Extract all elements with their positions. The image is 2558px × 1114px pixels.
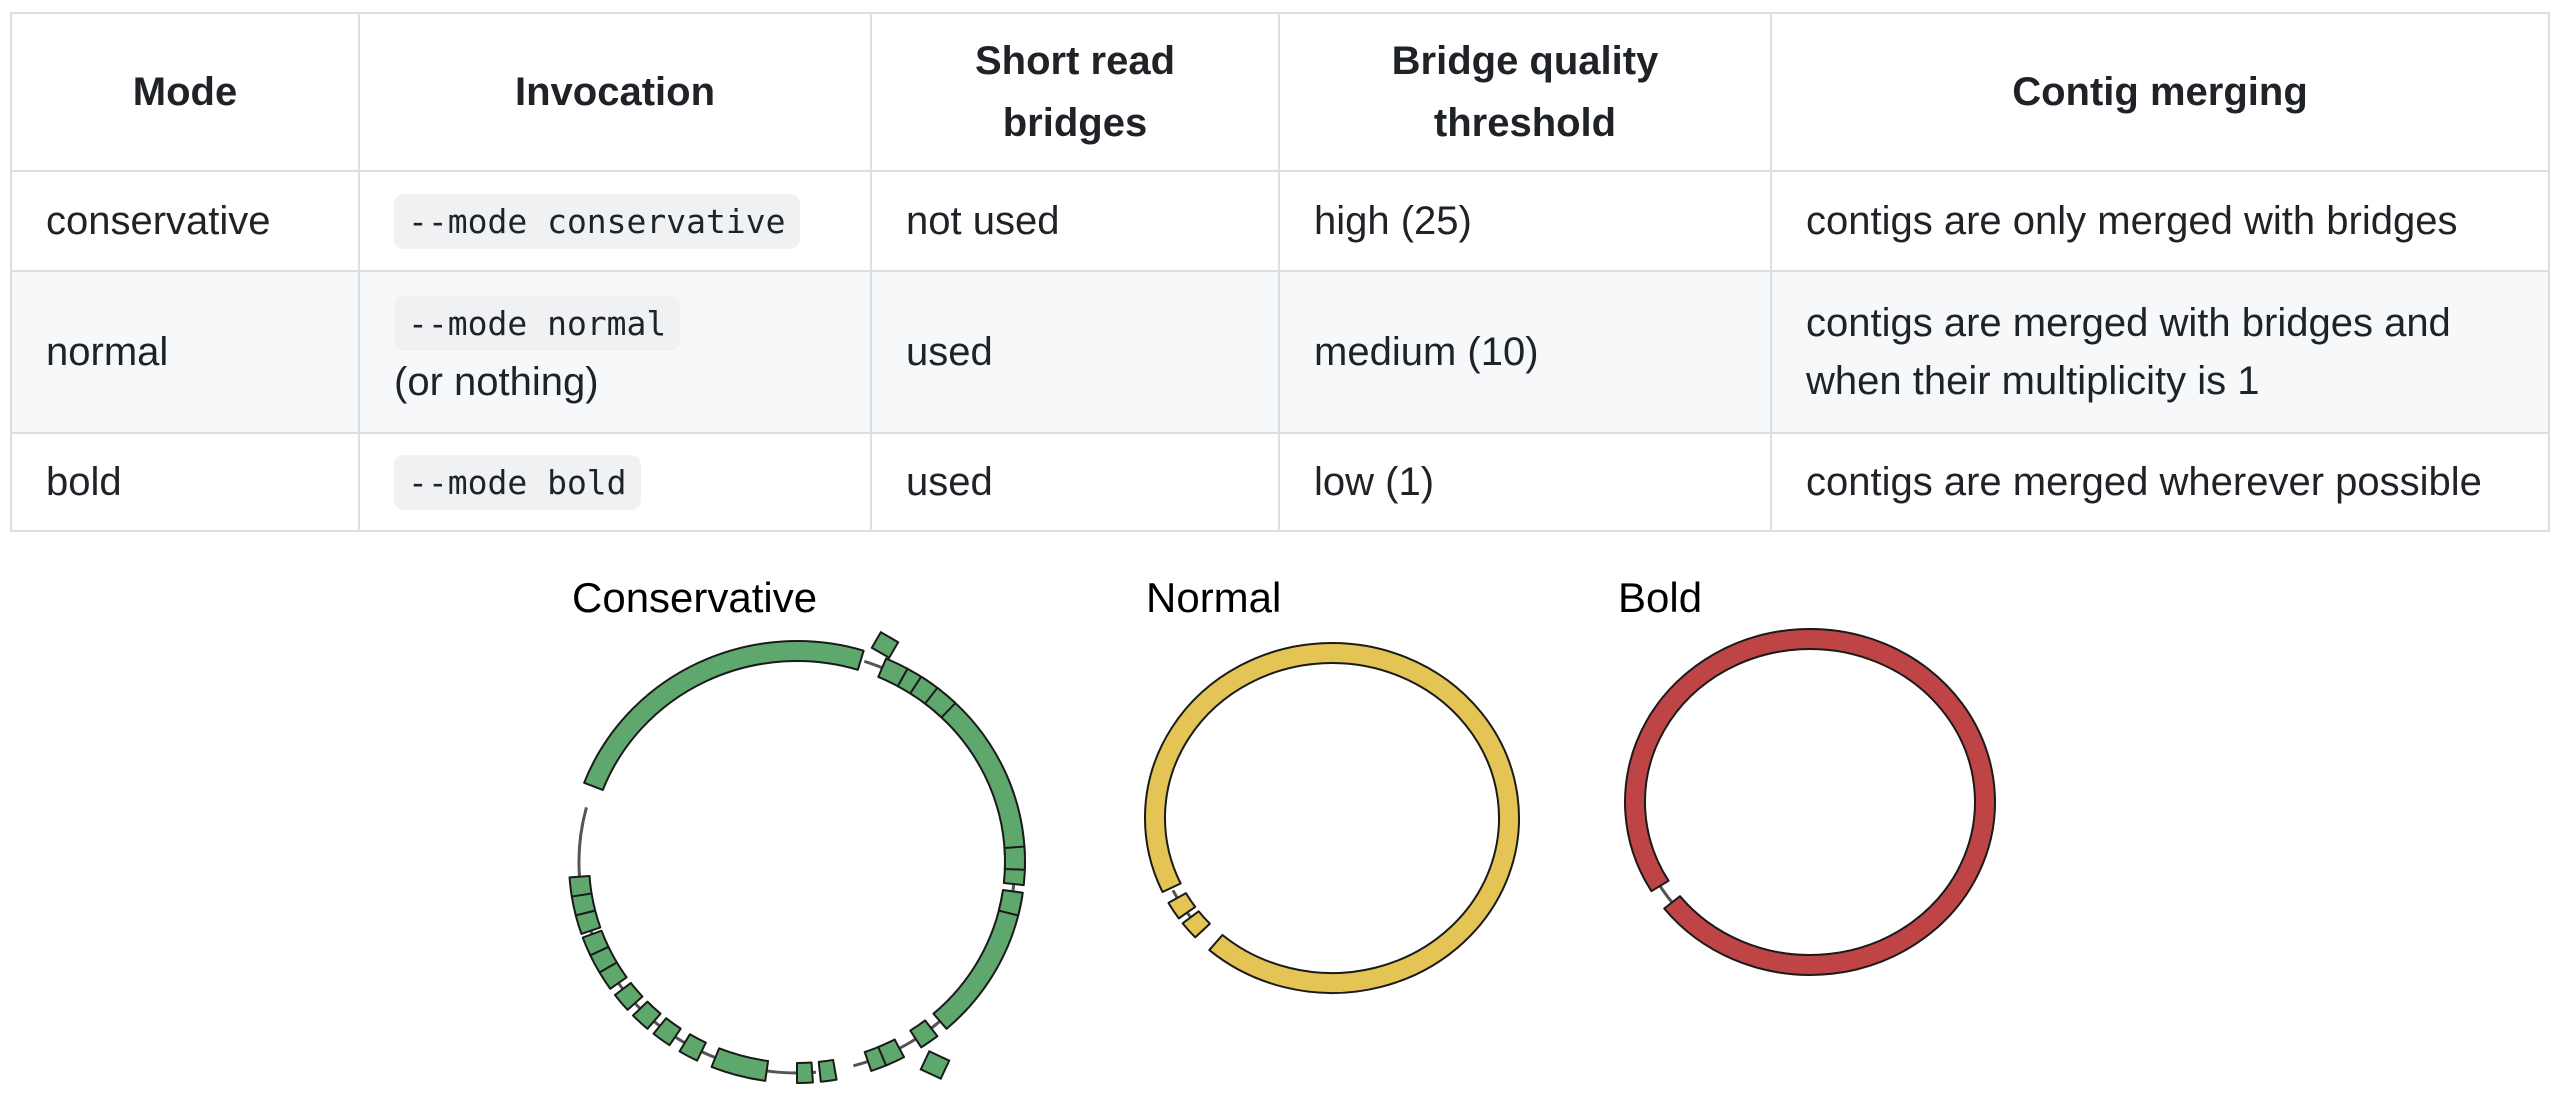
conservative-contig — [932, 892, 1024, 1030]
cell-bridges: used — [870, 270, 1280, 434]
invocation-code: --mode bold — [394, 455, 641, 510]
bold-diagram: Bold — [1618, 574, 1996, 976]
table-row: bold --mode bold used low (1) contigs ar… — [10, 432, 2550, 532]
conservative-diagram: Conservative — [568, 574, 1026, 1084]
conservative-contig — [932, 694, 1026, 856]
cell-threshold: low (1) — [1278, 432, 1772, 532]
header-short-read-bridges: Short read bridges — [870, 12, 1280, 172]
conservative-contig — [924, 686, 957, 719]
conservative-contig — [613, 981, 644, 1011]
cell-merging: contigs are merged wherever possible — [1770, 432, 2550, 532]
assembly-graph-diagrams: Conservative Normal Bold — [568, 574, 1996, 1084]
conservative-graph — [568, 630, 1026, 1084]
normal-graph — [1144, 642, 1520, 994]
cell-merging: contigs are merged with bridges and when… — [1770, 270, 2550, 434]
invocation-code: --mode normal — [394, 296, 681, 351]
conservative-contig — [631, 1000, 662, 1030]
conservative-contig — [817, 1058, 838, 1083]
conservative-label: Conservative — [572, 574, 817, 621]
conservative-contig — [919, 1049, 951, 1081]
conservative-contig — [568, 875, 593, 898]
conservative-contig — [574, 909, 602, 935]
header-bridge-quality-threshold: Bridge quality threshold — [1278, 12, 1772, 172]
conservative-contig — [710, 1047, 770, 1082]
cell-threshold: high (25) — [1278, 170, 1772, 272]
header-invocation: Invocation — [358, 12, 872, 172]
cell-invocation: --mode bold — [358, 432, 872, 532]
cell-threshold: medium (10) — [1278, 270, 1772, 434]
cell-invocation: --mode normal (or nothing) — [358, 270, 872, 434]
conservative-contig — [583, 640, 865, 791]
conservative-contig — [678, 1033, 707, 1062]
table-row: conservative --mode conservative not use… — [10, 170, 2550, 272]
bold-label: Bold — [1618, 574, 1702, 621]
header-contig-merging: Contig merging — [1770, 12, 2550, 172]
header-mode: Mode — [10, 12, 360, 172]
conservative-contig — [909, 1019, 939, 1049]
bold-graph — [1623, 628, 1996, 976]
bold-contig — [1623, 628, 1996, 976]
normal-diagram: Normal — [1144, 574, 1520, 994]
conservative-contig — [796, 1061, 814, 1084]
cell-invocation: --mode conservative — [358, 170, 872, 272]
cell-mode: conservative — [10, 170, 360, 272]
cell-mode: bold — [10, 432, 360, 532]
invocation-note: (or nothing) — [394, 360, 599, 404]
table-row: normal --mode normal (or nothing) used me… — [10, 270, 2550, 434]
conservative-contig — [870, 630, 900, 660]
conservative-contig — [997, 888, 1024, 917]
normal-label: Normal — [1146, 574, 1281, 621]
cell-bridges: used — [870, 432, 1280, 532]
conservative-contig — [877, 1038, 906, 1067]
cell-bridges: not used — [870, 170, 1280, 272]
normal-contig — [1144, 642, 1520, 994]
conservative-contig — [652, 1017, 682, 1047]
cell-mode: normal — [10, 270, 360, 434]
conservative-contig — [1003, 845, 1026, 871]
conservative-contig — [598, 961, 628, 990]
assembly-modes-table: Mode Invocation Short read bridges Bridge… — [10, 12, 2550, 532]
cell-merging: contigs are only merged with bridges — [1770, 170, 2550, 272]
normal-contig — [1181, 910, 1211, 939]
invocation-code: --mode conservative — [394, 194, 800, 249]
normal-contig — [1167, 892, 1197, 920]
table-header-row: Mode Invocation Short read bridges Bridge… — [10, 12, 2550, 172]
